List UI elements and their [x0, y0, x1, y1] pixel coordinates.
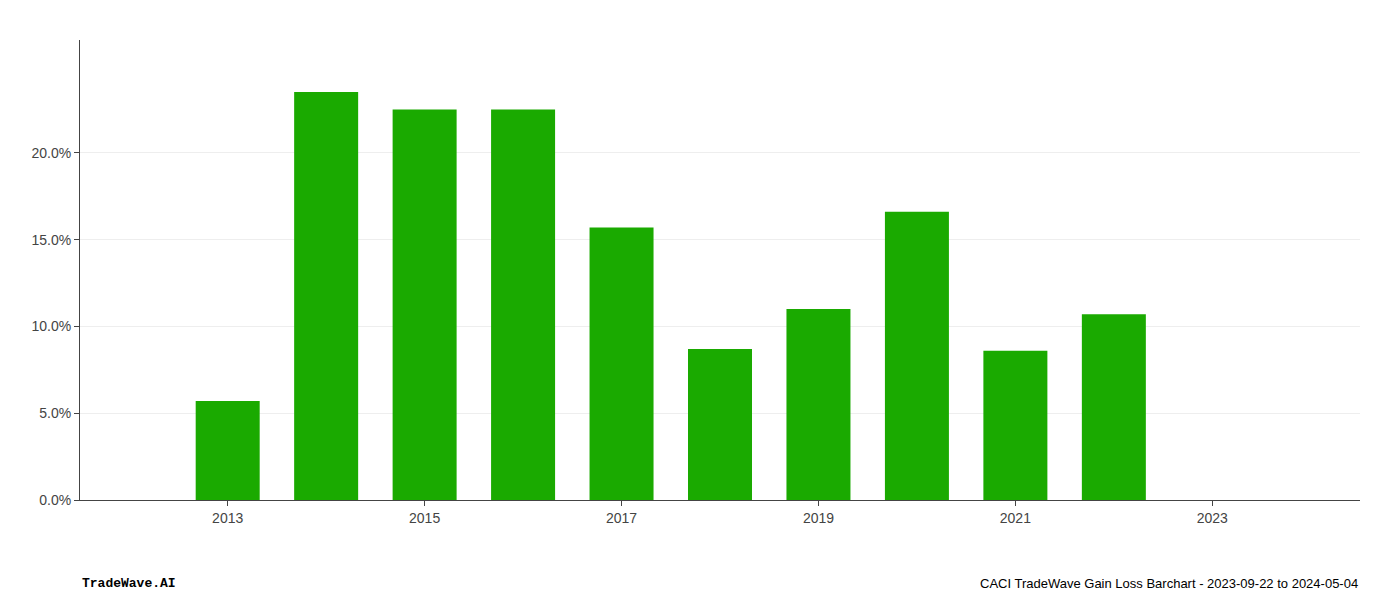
svg-text:2019: 2019 [803, 510, 834, 526]
svg-text:15.0%: 15.0% [31, 232, 71, 248]
svg-text:2013: 2013 [212, 510, 243, 526]
svg-text:2017: 2017 [606, 510, 637, 526]
svg-text:CACI TradeWave Gain Loss Barch: CACI TradeWave Gain Loss Barchart - 2023… [980, 576, 1358, 591]
svg-text:10.0%: 10.0% [31, 318, 71, 334]
svg-text:2023: 2023 [1197, 510, 1228, 526]
svg-text:2015: 2015 [409, 510, 440, 526]
svg-text:20.0%: 20.0% [31, 145, 71, 161]
svg-text:2021: 2021 [1000, 510, 1031, 526]
svg-text:5.0%: 5.0% [39, 405, 71, 421]
svg-text:TradeWave.AI: TradeWave.AI [82, 576, 176, 591]
svg-text:0.0%: 0.0% [39, 492, 71, 508]
